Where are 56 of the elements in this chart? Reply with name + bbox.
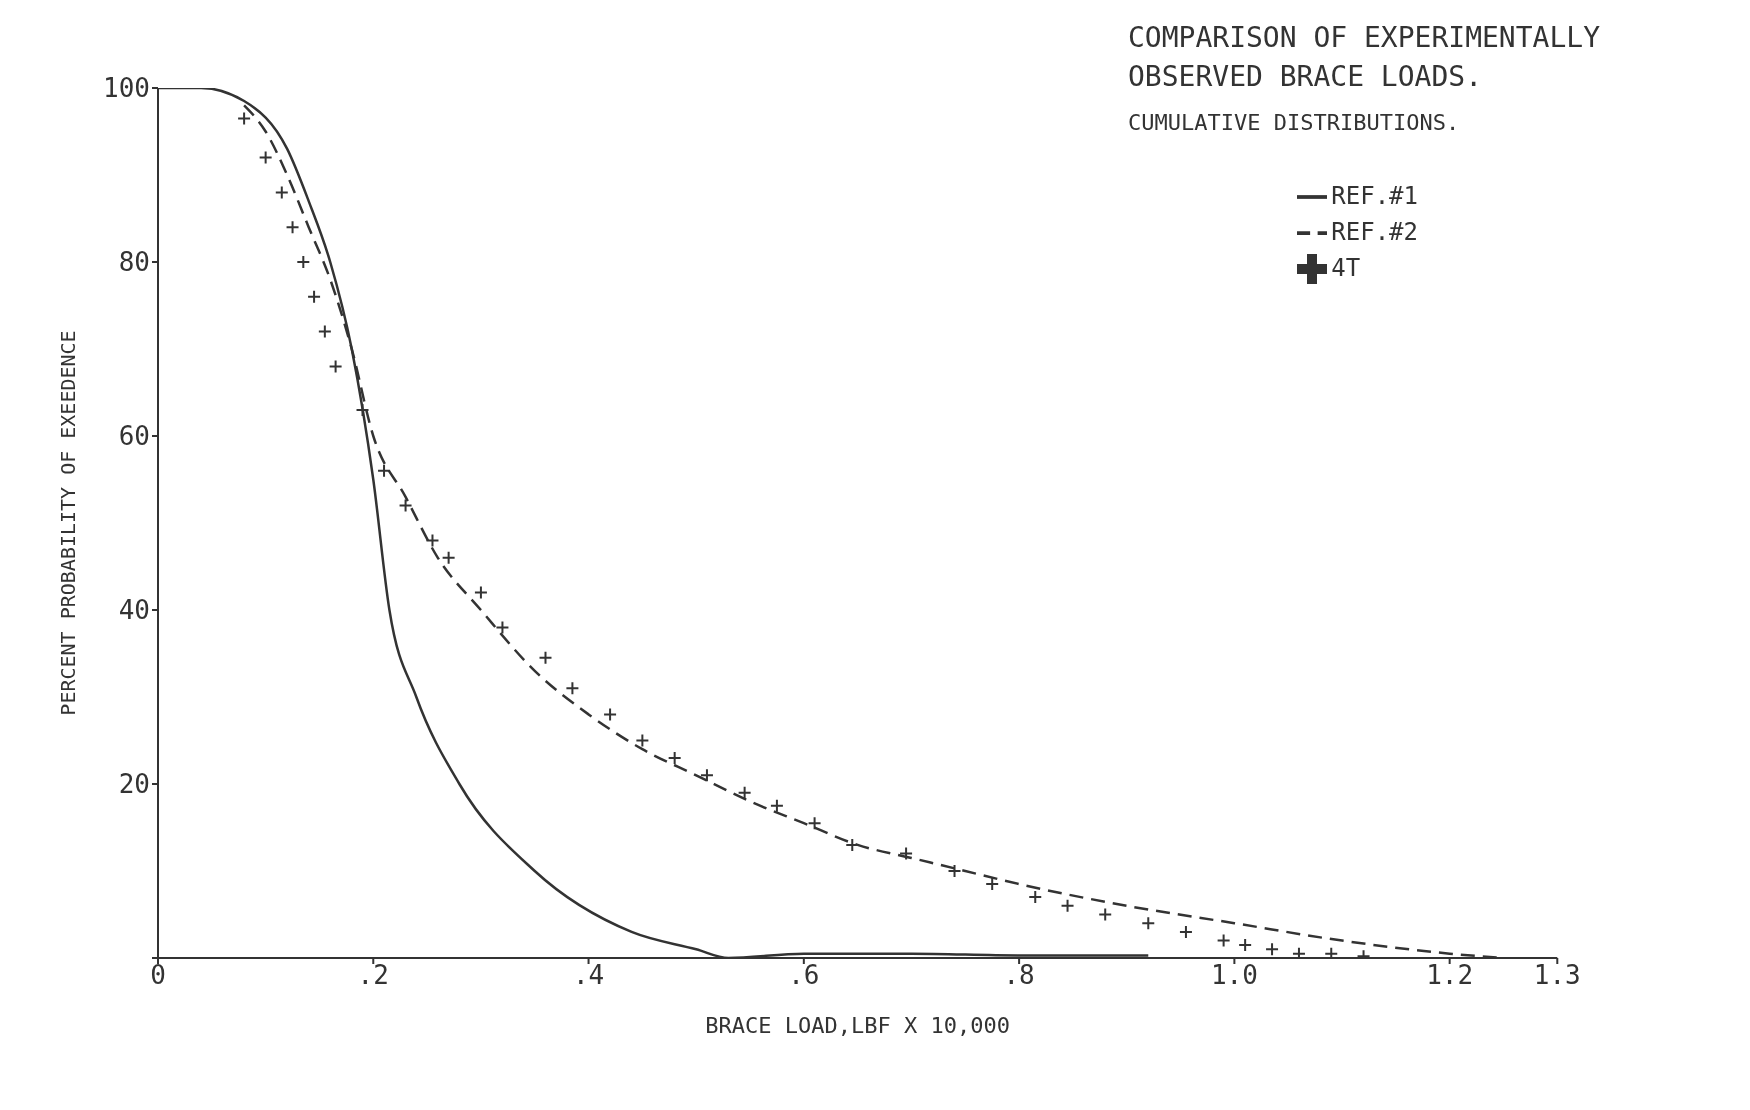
point	[317, 324, 332, 339]
point	[737, 785, 752, 800]
text: CUMULATIVE DISTRIBUTIONS.	[1128, 110, 1461, 136]
point	[1291, 946, 1306, 958]
point	[1324, 946, 1339, 958]
legend-label: REF.#2	[1331, 218, 1418, 246]
point	[699, 768, 714, 783]
point	[1178, 924, 1193, 939]
x-axis-title: BRACE LOAD,LBF X 10,000	[705, 1013, 1010, 1038]
x-tick-label: 1.0	[1210, 960, 1258, 991]
point	[377, 463, 392, 478]
point	[328, 359, 343, 374]
y-tick-label: 60	[118, 421, 150, 452]
y-tick-label: 20	[118, 769, 150, 800]
point	[258, 150, 273, 165]
point	[538, 650, 553, 665]
point	[425, 533, 440, 548]
point	[565, 681, 580, 696]
point	[769, 798, 784, 813]
point	[237, 111, 252, 126]
y-tick-label: 100	[103, 73, 150, 104]
x-tick-label: .8	[1003, 960, 1035, 991]
point	[285, 220, 300, 235]
x-tick-label: .6	[788, 960, 820, 991]
point	[603, 707, 618, 722]
point	[1141, 916, 1156, 931]
x-tick-label: 1.3	[1533, 960, 1581, 991]
point	[473, 585, 488, 600]
point	[307, 289, 322, 304]
point	[1238, 937, 1253, 952]
point	[1216, 933, 1231, 948]
point	[807, 816, 822, 831]
point	[1098, 907, 1113, 922]
point	[296, 255, 311, 269]
y-tick-label: 40	[118, 595, 150, 626]
point	[274, 185, 289, 200]
point	[398, 498, 413, 513]
point	[1265, 942, 1280, 957]
x-tick-label: .2	[357, 960, 389, 991]
x-tick-label: 1.2	[1426, 960, 1474, 991]
chart-title: COMPARISON OF EXPERIMENTALLY OBSERVED BRACE LOADS.	[1128, 20, 1601, 96]
point	[667, 750, 682, 765]
x-tick-label: 0	[150, 960, 166, 991]
point	[441, 550, 456, 565]
point	[1028, 890, 1043, 905]
y-tick-label: 80	[118, 247, 150, 278]
point	[985, 877, 1000, 892]
point	[1060, 898, 1075, 913]
legend-label: 4T	[1331, 254, 1361, 282]
point	[899, 846, 914, 861]
y-axis-title: PERCENT PROBABILITY OF EXEEDENCE	[56, 330, 81, 716]
point	[495, 620, 510, 635]
x-tick-label: .4	[572, 960, 605, 991]
point	[947, 864, 962, 878]
point	[635, 733, 650, 748]
legend-label: REF.#1	[1331, 182, 1418, 210]
